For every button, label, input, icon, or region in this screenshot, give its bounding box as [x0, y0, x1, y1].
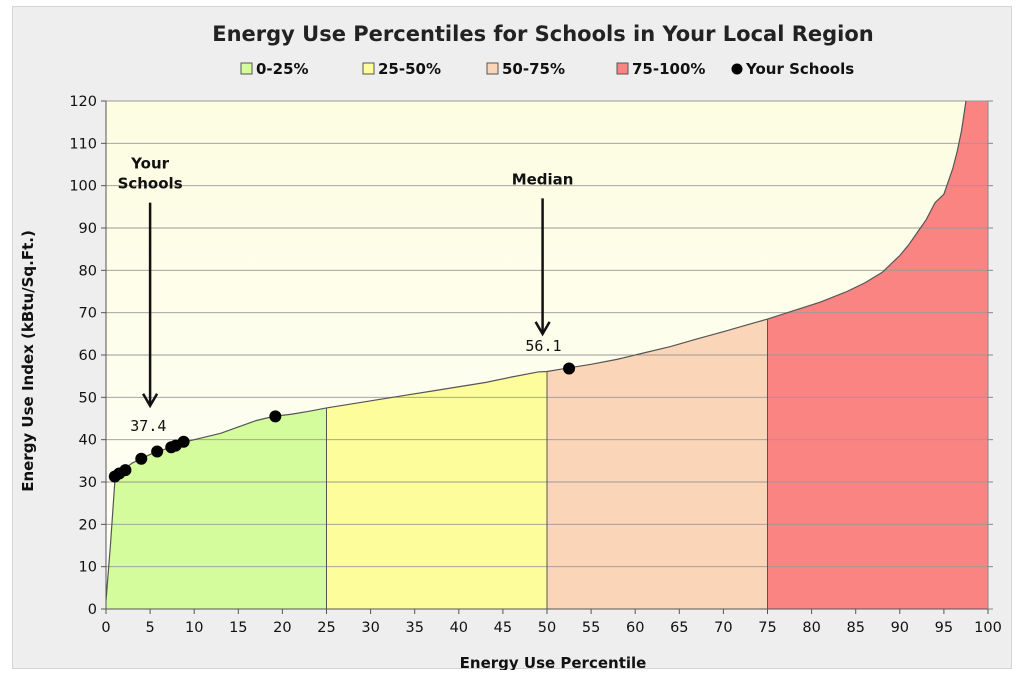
x-tick-label: 55	[582, 620, 600, 636]
legend: 0-25% 25-50% 50-75% 75-100% Your Schools	[240, 60, 854, 78]
x-tick-label: 40	[450, 620, 468, 636]
x-axis-ticks: 0 5 10 15 20 25 30 35 40 45 50 55 60 65 70 75 80 85 90 95 10…	[101, 609, 1002, 636]
band-0-25	[106, 407, 327, 609]
legend-label: 25-50%	[378, 60, 441, 78]
y-tick-label: 80	[79, 263, 97, 279]
x-tick-label: 20	[273, 620, 291, 636]
x-tick-label: 0	[101, 620, 110, 636]
x-tick-label: 100	[974, 620, 1002, 636]
y-tick-label: 90	[79, 221, 97, 237]
legend-marker-square	[362, 62, 375, 75]
y-tick-label: 110	[69, 136, 97, 152]
legend-label: 0-25%	[256, 60, 309, 78]
x-tick-label: 85	[846, 620, 864, 636]
band-dividers	[326, 319, 768, 609]
x-tick-label: 50	[538, 620, 556, 636]
curve-line	[106, 101, 967, 601]
x-tick-label: 70	[714, 620, 732, 636]
x-tick-label: 95	[935, 620, 953, 636]
chart-container: Energy Use Percentiles for Schools in Yo…	[12, 6, 1012, 670]
y-axis-label: Energy Use Index (kBtu/Sq.Ft.)	[19, 230, 37, 492]
your-schools-points	[108, 362, 576, 483]
x-tick-label: 5	[145, 620, 154, 636]
y-tick-label: 60	[79, 348, 97, 364]
legend-item: 25-50%	[362, 60, 441, 78]
y-axis-ticks: 0 10 20 30 40 50 60 70 80 90 100 110 120	[69, 94, 993, 618]
band-25-50	[326, 371, 547, 609]
legend-label: 50-75%	[502, 60, 565, 78]
band-50-75	[547, 319, 768, 609]
x-tick-label: 60	[626, 620, 644, 636]
x-tick-label: 35	[405, 620, 423, 636]
legend-item: Your Schools	[731, 60, 854, 78]
x-tick-label: 10	[185, 620, 203, 636]
annotations: Your Schools Median 37.4 56.1	[118, 155, 574, 436]
annotation-arrow-head	[142, 393, 159, 409]
legend-marker-square	[486, 62, 499, 75]
value-annotation: 37.4	[130, 417, 166, 435]
annotation-arrow: Your Schools	[118, 155, 183, 409]
legend-marker-square	[616, 62, 629, 75]
annotation-label: Schools	[118, 175, 183, 193]
your-school-point	[135, 452, 148, 465]
chart-title: Energy Use Percentiles for Schools in Yo…	[212, 22, 874, 46]
x-tick-label: 75	[758, 620, 776, 636]
annotation-arrow: Median	[512, 170, 574, 337]
x-tick-label: 25	[317, 620, 335, 636]
your-school-point	[177, 435, 190, 448]
your-school-point	[269, 410, 282, 423]
annotation-arrow-head	[534, 321, 551, 337]
y-tick-label: 120	[69, 94, 97, 110]
your-school-point	[563, 362, 576, 375]
legend-label: Your Schools	[745, 60, 854, 78]
legend-item: 50-75%	[486, 60, 565, 78]
x-tick-label: 90	[891, 620, 909, 636]
annotation-label: Median	[512, 170, 574, 188]
x-axis-label: Energy Use Percentile	[460, 654, 647, 670]
x-tick-label: 45	[494, 620, 512, 636]
y-tick-label: 100	[69, 179, 97, 195]
y-tick-label: 0	[88, 602, 97, 618]
value-annotation: 56.1	[525, 337, 561, 355]
legend-item: 75-100%	[616, 60, 705, 78]
x-tick-label: 15	[229, 620, 247, 636]
x-tick-label: 65	[670, 620, 688, 636]
y-tick-label: 20	[79, 517, 97, 533]
legend-label: 75-100%	[632, 60, 705, 78]
your-school-point	[151, 445, 164, 458]
y-tick-label: 50	[79, 390, 97, 406]
y-tick-label: 30	[79, 475, 97, 491]
x-tick-label: 30	[361, 620, 379, 636]
legend-item: 0-25%	[240, 60, 309, 78]
chart-svg: Energy Use Percentiles for Schools in Yo…	[19, 22, 1002, 670]
legend-marker-circle	[731, 63, 743, 75]
your-school-point	[119, 464, 132, 477]
annotation-label: Your	[130, 155, 169, 173]
y-tick-label: 40	[79, 433, 97, 449]
x-tick-label: 80	[802, 620, 820, 636]
y-tick-label: 10	[79, 560, 97, 576]
legend-marker-square	[240, 62, 253, 75]
y-tick-label: 70	[79, 306, 97, 322]
